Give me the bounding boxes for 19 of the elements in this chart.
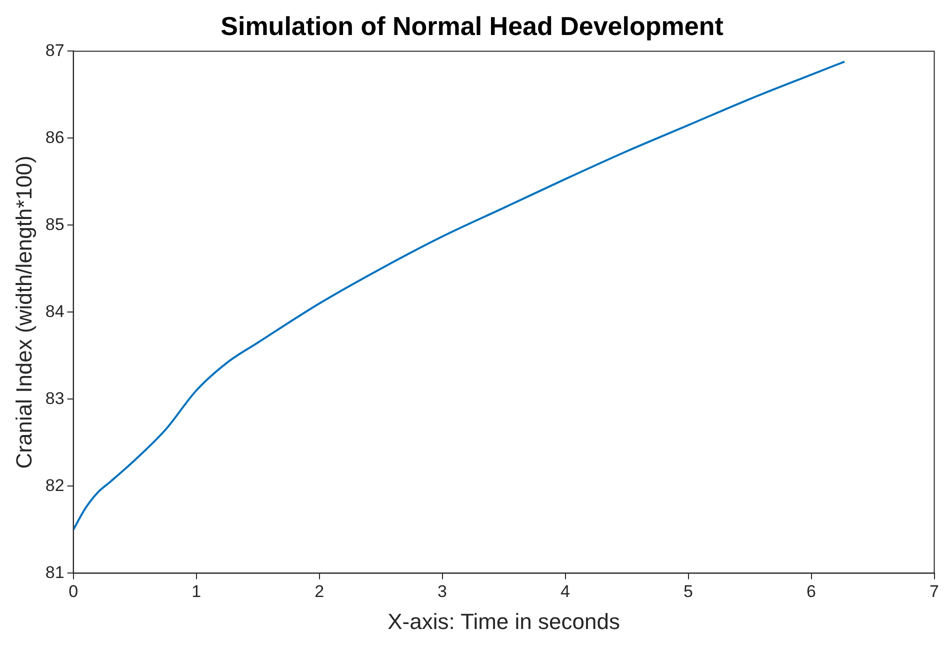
x-tick-label: 5 <box>684 582 694 602</box>
x-tick-label: 6 <box>806 582 816 602</box>
y-tick-label: 84 <box>45 302 64 321</box>
line-series <box>73 60 846 531</box>
x-tick-label: 3 <box>438 582 448 602</box>
x-tick-label: 2 <box>314 582 324 602</box>
x-tick-label: 0 <box>68 582 78 602</box>
y-tick-label: 81 <box>45 562 64 582</box>
y-tick-label: 85 <box>45 214 64 234</box>
y-tick-label: 87 <box>45 40 64 60</box>
y-tick-label: 83 <box>45 388 64 408</box>
x-tick-label: 4 <box>560 582 570 602</box>
x-tick-label: 7 <box>930 582 940 602</box>
y-tick-label: 82 <box>45 476 64 495</box>
y-tick-label: 86 <box>45 128 64 147</box>
chart-title: Simulation of Normal Head Development <box>220 10 724 41</box>
y-axis-title: Cranial Index (width/length*100) <box>11 156 36 469</box>
x-tick-label: 1 <box>192 582 202 602</box>
x-axis-title: X-axis: Time in seconds <box>388 608 620 634</box>
